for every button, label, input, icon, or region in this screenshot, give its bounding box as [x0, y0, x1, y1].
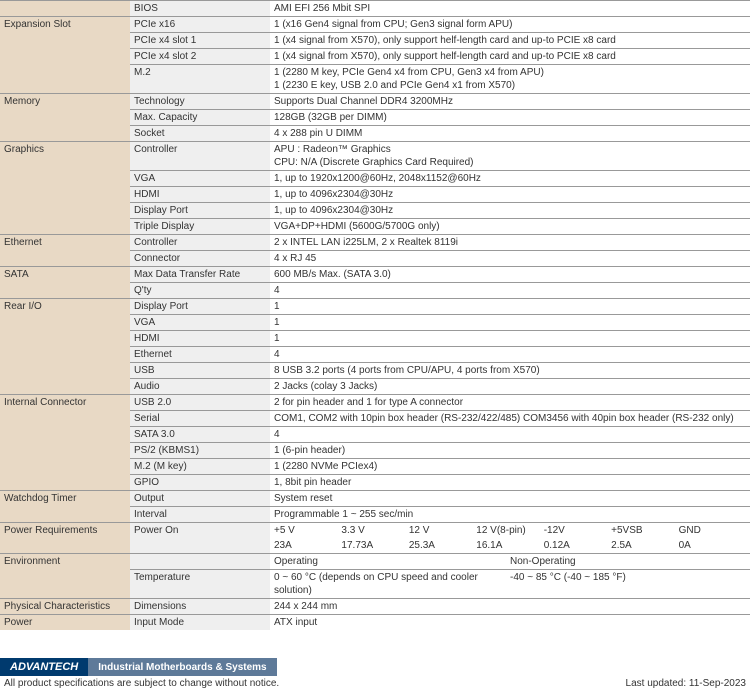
brand-logo: ADVANTECH: [0, 658, 88, 676]
table-row: BIOSAMI EFI 256 Mbit SPI: [0, 1, 750, 17]
footer-row: All product specifications are subject t…: [0, 676, 750, 691]
table-row: EthernetController2 x INTEL LAN i225LM, …: [0, 235, 750, 251]
spec-table: BIOSAMI EFI 256 Mbit SPIExpansion SlotPC…: [0, 0, 750, 630]
table-row: Rear I/ODisplay Port1: [0, 299, 750, 315]
table-row: Internal ConnectorUSB 2.02 for pin heade…: [0, 395, 750, 411]
table-row: MemoryTechnologySupports Dual Channel DD…: [0, 94, 750, 110]
table-row: Expansion SlotPCIe x161 (x16 Gen4 signal…: [0, 17, 750, 33]
table-row: EnvironmentOperatingNon-Operating: [0, 554, 750, 570]
table-row: PowerInput ModeATX input: [0, 615, 750, 631]
footer-bar: ADVANTECH Industrial Motherboards & Syst…: [0, 658, 750, 676]
table-row: Power RequirementsPower On+5 V3.3 V12 V1…: [0, 523, 750, 539]
table-row: Watchdog TimerOutputSystem reset: [0, 491, 750, 507]
disclaimer-text: All product specifications are subject t…: [4, 678, 279, 689]
table-row: SATAMax Data Transfer Rate600 MB/s Max. …: [0, 267, 750, 283]
brand-tagline: Industrial Motherboards & Systems: [88, 658, 276, 676]
last-updated: Last updated: 11-Sep-2023: [626, 678, 746, 689]
table-row: GraphicsControllerAPU : Radeon™ Graphics…: [0, 142, 750, 171]
table-row: Physical CharacteristicsDimensions244 x …: [0, 599, 750, 615]
